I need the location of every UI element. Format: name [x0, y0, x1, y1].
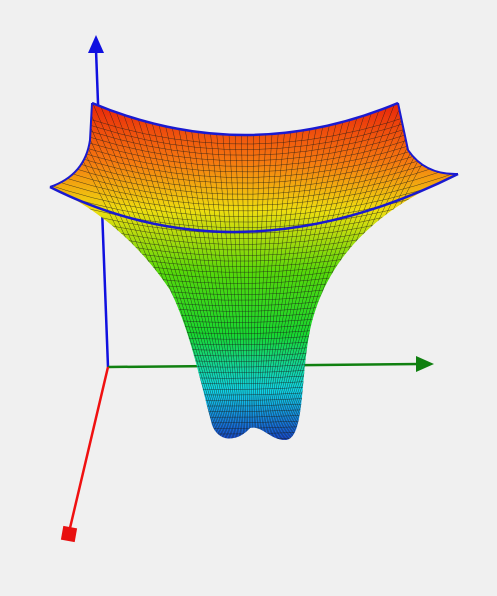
mesh-line — [50, 173, 458, 217]
mesh-line — [157, 103, 234, 440]
mesh-line — [270, 103, 365, 440]
z-axis-arrow — [88, 35, 104, 53]
mesh-line — [102, 103, 224, 440]
mesh-line — [143, 103, 232, 440]
mesh-line — [261, 103, 317, 440]
right-edge — [397, 102, 459, 176]
mesh-line — [260, 103, 310, 440]
mesh-line — [50, 148, 458, 195]
mesh-line — [50, 142, 458, 189]
mesh-line — [275, 103, 392, 440]
mesh-line — [95, 103, 223, 440]
back-edge — [91, 101, 399, 137]
mesh-line — [256, 103, 289, 440]
mesh-line — [271, 103, 371, 440]
mesh-line — [50, 167, 458, 212]
mesh-line — [164, 103, 235, 440]
mesh-line — [116, 103, 227, 440]
mesh-line — [259, 103, 303, 440]
front-edge — [49, 172, 459, 234]
mesh-line — [150, 103, 233, 440]
mesh-line — [123, 103, 228, 440]
mesh-line — [272, 103, 378, 440]
mesh-line — [50, 438, 458, 440]
mesh-line — [50, 425, 458, 440]
mesh-line — [137, 103, 230, 440]
mesh-line — [50, 154, 458, 201]
x-axis-cube — [60, 525, 78, 543]
y-axis-arrow — [416, 356, 434, 372]
mesh-line — [50, 161, 458, 206]
mesh-line — [257, 103, 296, 440]
mesh-line — [109, 103, 226, 440]
mesh-line — [50, 431, 458, 440]
x-axis — [68, 366, 110, 529]
mesh-line — [50, 135, 458, 184]
left-edge — [49, 102, 93, 188]
